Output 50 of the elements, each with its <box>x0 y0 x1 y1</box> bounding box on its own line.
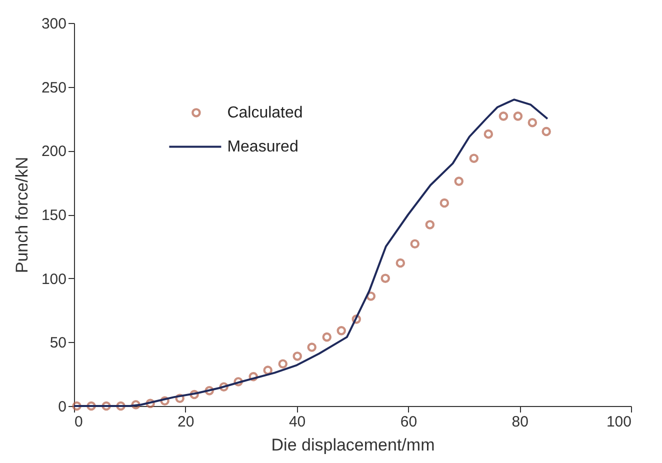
x-tick-label: 0 <box>74 414 83 430</box>
legend-label: Calculated <box>227 104 303 122</box>
point <box>307 342 316 352</box>
point <box>204 386 214 396</box>
point <box>234 377 243 386</box>
point <box>380 274 390 283</box>
point <box>219 382 228 392</box>
line-series <box>73 98 548 407</box>
point <box>454 176 464 186</box>
x-tick-label: 60 <box>400 414 418 430</box>
point <box>160 396 170 406</box>
y-tick-label: 150 <box>41 207 66 224</box>
point <box>102 401 111 411</box>
point <box>175 394 184 403</box>
x-tick-label: 20 <box>178 414 194 430</box>
point <box>498 112 508 121</box>
point <box>366 292 376 301</box>
point <box>469 154 479 163</box>
legend-label: Measured <box>227 138 298 156</box>
point <box>396 258 406 268</box>
x-tick-label: 100 <box>606 414 632 430</box>
point <box>263 366 272 375</box>
point <box>116 401 126 411</box>
y-tick-label: 200 <box>41 143 66 160</box>
point <box>146 398 155 408</box>
y-tick-label: 0 <box>58 398 66 416</box>
y-tick-label: 250 <box>41 79 66 96</box>
point <box>542 126 551 136</box>
point <box>86 401 96 411</box>
point <box>292 352 302 361</box>
point <box>248 372 258 382</box>
point <box>484 129 494 139</box>
point <box>410 239 420 248</box>
point <box>336 326 346 336</box>
y-tick-label: 300 <box>41 16 66 32</box>
y-tick-label: 50 <box>50 334 66 352</box>
point <box>528 118 538 128</box>
x-axis-title: Die displacement/mm <box>271 436 435 454</box>
point <box>278 359 288 368</box>
point <box>322 332 332 342</box>
x-tick-label: 80 <box>512 414 528 430</box>
point <box>513 112 523 121</box>
point <box>190 390 199 400</box>
point <box>131 400 140 410</box>
y-tick-label: 100 <box>41 270 66 288</box>
y-axis-title: Punch force/kN <box>12 156 32 274</box>
x-tick-label: 40 <box>288 414 306 430</box>
point <box>425 220 435 230</box>
point <box>440 198 450 208</box>
point <box>352 314 362 324</box>
